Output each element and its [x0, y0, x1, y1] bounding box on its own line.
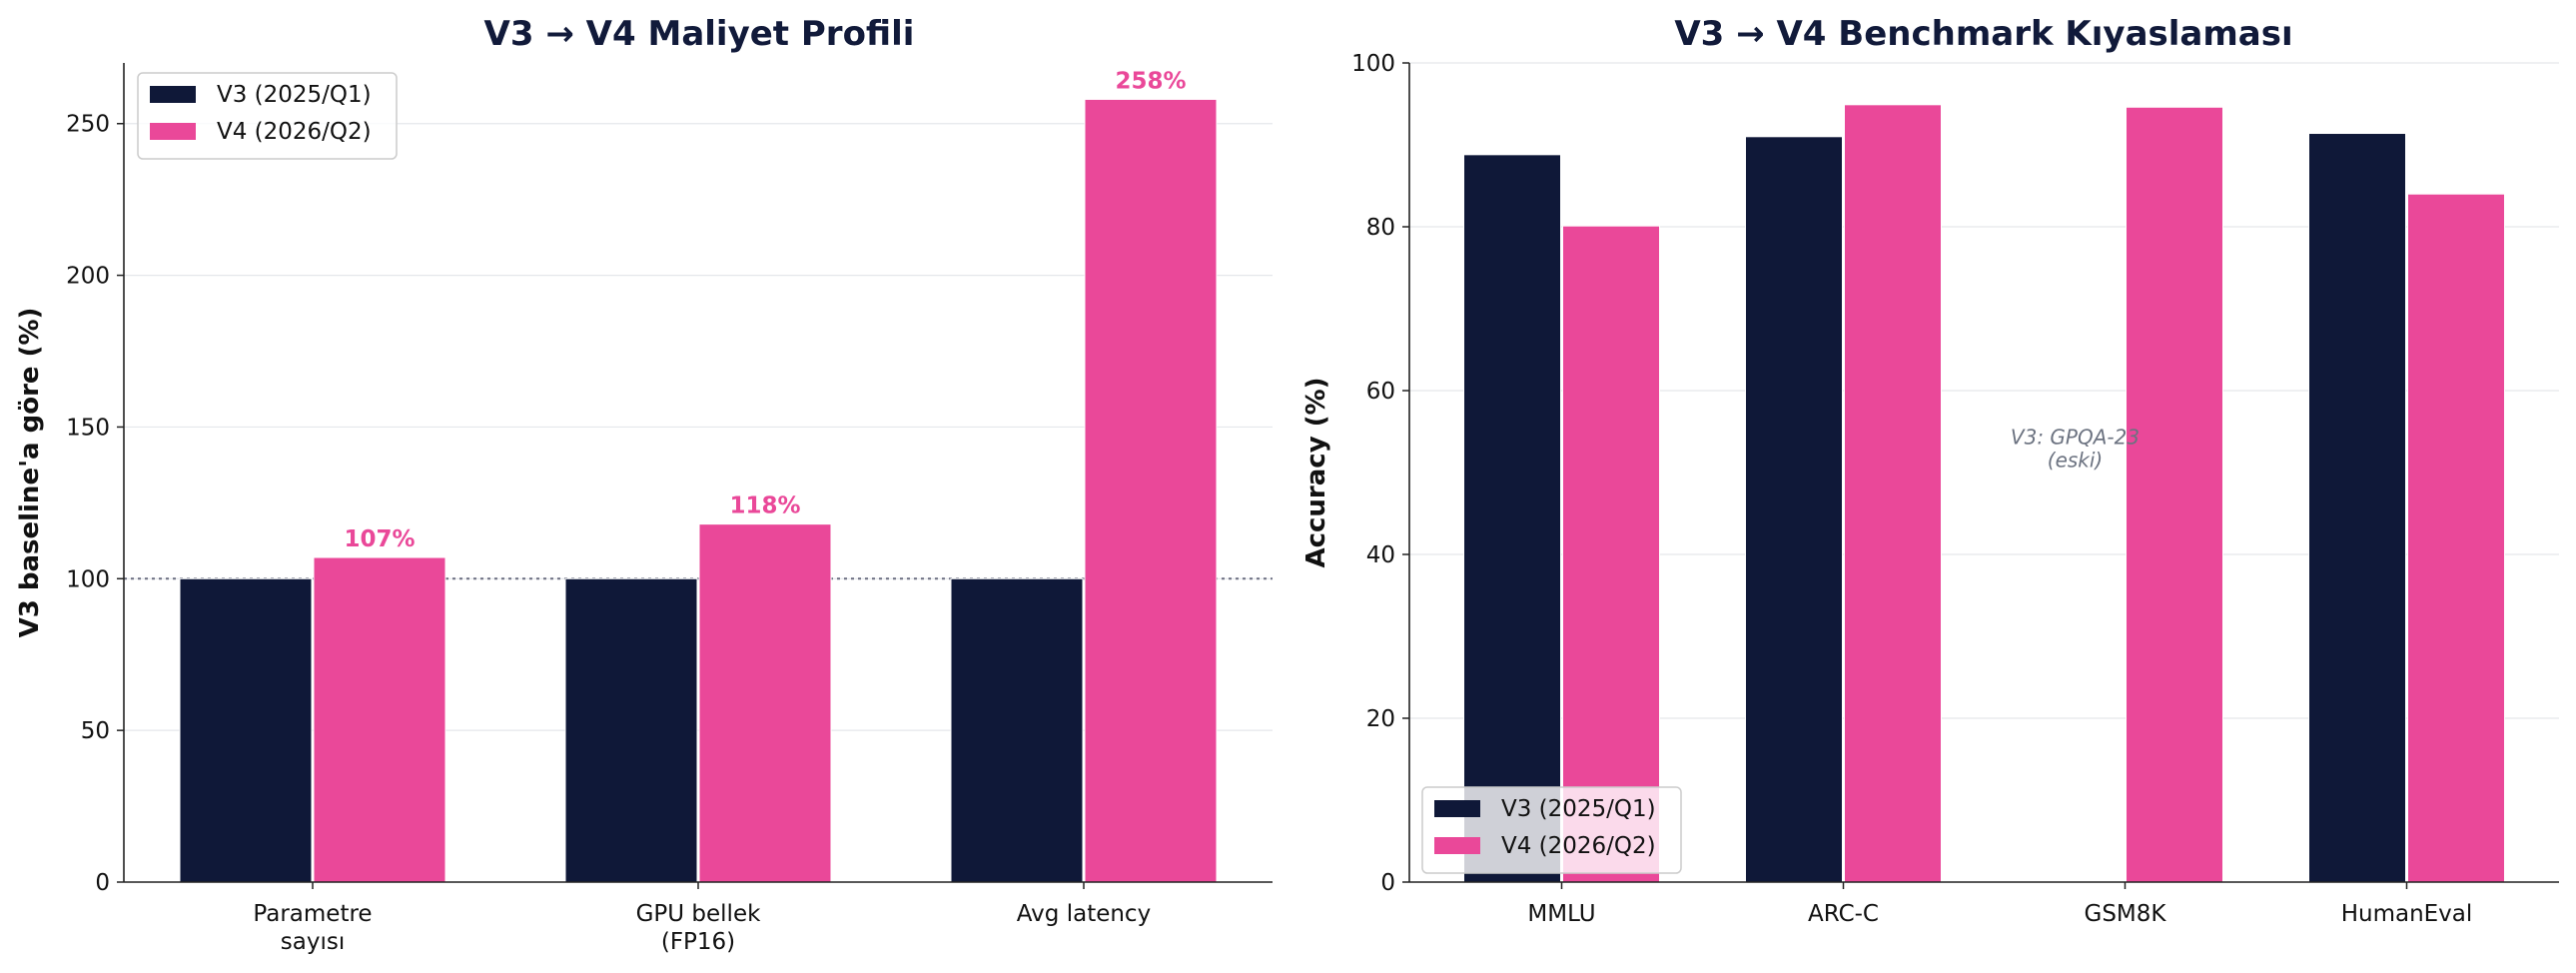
v4-bar [2126, 106, 2223, 883]
benchmark-chart: 0 20 40 60 80 100 V3: GPQA-23(eski) MMLU ARC-C GS… [1301, 14, 2559, 927]
x-tick-label: MMLU [1527, 901, 1595, 927]
y-tick-label: 0 [95, 870, 110, 896]
legend-label: V4 (2026/Q2) [1501, 833, 1656, 859]
chart-title: V3 → V4 Benchmark Kıyaslaması [1674, 14, 2292, 54]
v3-bar [1745, 136, 1843, 883]
v4-bar [2407, 193, 2505, 883]
v4-bar [1844, 104, 1942, 883]
v4-legend-swatch [1434, 837, 1480, 854]
v4-bar [313, 556, 446, 883]
y-tick-label: 80 [1366, 215, 1395, 241]
v4-bar [1562, 225, 1660, 883]
x-tick-label: GSM8K [2085, 901, 2167, 927]
annotation-text: (eski) [2048, 449, 2103, 473]
x-tick-label: Parametre [253, 901, 372, 927]
legend-label: V4 (2026/Q2) [217, 119, 372, 145]
v3-bar [564, 577, 698, 883]
legend-label: V3 (2025/Q1) [217, 82, 372, 108]
y-tick-label: 20 [1366, 706, 1395, 732]
v3-legend-swatch [150, 86, 196, 103]
v3-bar [1463, 154, 1561, 883]
data-label: 107% [344, 526, 415, 552]
v4-bar [1084, 98, 1218, 883]
y-axis-label: V3 baseline'a göre (%) [15, 308, 45, 638]
x-tick-label: HumanEval [2341, 901, 2473, 927]
v3-bar [179, 577, 313, 883]
y-tick-label: 250 [66, 112, 110, 138]
v4-legend-swatch [150, 123, 196, 140]
v3-bar [950, 577, 1084, 883]
legend [137, 72, 398, 160]
v3-bar [2308, 133, 2406, 883]
y-tick-label: 50 [81, 718, 110, 744]
x-tick-label: ARC-C [1808, 901, 1879, 927]
cost-profile-chart: 0 50 100 150 200 250 107% 118% 258% Parametresayı… [15, 14, 1273, 955]
y-tick-label: 40 [1366, 542, 1395, 568]
annotation-text: V3: GPQA-23 [2011, 426, 2140, 450]
x-tick-label: GPU bellek [636, 901, 762, 927]
y-tick-label: 150 [66, 415, 110, 441]
x-tick-label: (FP16) [661, 929, 735, 955]
legend-label: V3 (2025/Q1) [1501, 796, 1656, 822]
x-tick-label: Avg latency [1017, 901, 1151, 927]
y-tick-label: 100 [66, 566, 110, 592]
data-label: 258% [1115, 68, 1186, 94]
y-tick-label: 60 [1366, 379, 1395, 405]
y-tick-label: 100 [1351, 51, 1395, 77]
x-tick-label: sayısı [281, 929, 345, 955]
y-tick-label: 0 [1380, 870, 1395, 896]
legend [1421, 786, 1682, 874]
chart-title: V3 → V4 Maliyet Profili [484, 14, 915, 54]
y-axis-label: Accuracy (%) [1301, 377, 1331, 567]
data-label: 118% [729, 493, 800, 519]
v4-bar [698, 523, 832, 883]
v3-legend-swatch [1434, 800, 1480, 817]
y-tick-label: 200 [66, 264, 110, 290]
